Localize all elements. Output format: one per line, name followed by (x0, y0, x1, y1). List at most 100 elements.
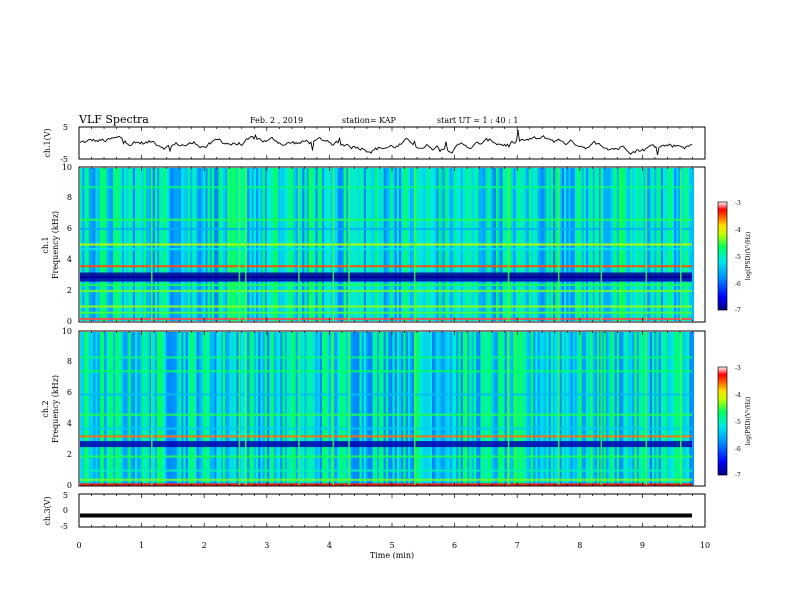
ch1-freq-tick: 2 (67, 286, 72, 295)
spectrogram-column (291, 332, 294, 485)
spectrogram-column (352, 332, 356, 485)
spectrogram-column (271, 332, 274, 485)
spectrogram-column (264, 332, 268, 485)
frequency-band (80, 218, 692, 221)
spectrogram-column (605, 332, 609, 485)
spectrogram-column (346, 332, 349, 485)
spectrogram-column (214, 332, 217, 485)
spectrogram-column (671, 332, 675, 485)
ch1-colorbar-tick: -5 (735, 254, 741, 261)
spectrogram-column (401, 332, 404, 485)
spectrogram-column (423, 332, 426, 485)
spectrogram-column (172, 332, 175, 485)
frequency-band (80, 289, 692, 293)
frequency-band (80, 370, 692, 373)
frequency-band (80, 356, 692, 359)
spectrogram-column (566, 332, 569, 485)
spectrogram-column (542, 332, 545, 485)
spectrogram-column (467, 332, 470, 485)
broadband-spike (507, 168, 510, 321)
spectrogram-column (647, 332, 651, 485)
ch2-colorbar-label: log(PSD)(V²/Hz) (745, 397, 752, 446)
spectrogram-column (194, 332, 197, 485)
spectrogram-column (680, 332, 684, 485)
spectrogram-column (306, 332, 310, 485)
spectrogram-column (641, 332, 644, 485)
spectrogram-column (403, 332, 406, 485)
frequency-band (80, 186, 692, 189)
ch1-colorbar-label: log(PSD)(V²/Hz) (745, 232, 752, 281)
spectrogram-column (115, 332, 118, 485)
spectrogram-column (676, 332, 679, 485)
broadband-spike (413, 168, 416, 321)
ch1-waveform-panel: 5 -5 ch.1(V) (43, 123, 706, 164)
spectrogram-column (93, 332, 96, 485)
start-time-label: start UT = 1 : 40 : 1 (437, 116, 518, 125)
broadband-spike (348, 332, 350, 485)
spectrogram-column (388, 332, 391, 485)
spectrogram-column (300, 332, 303, 485)
spectrogram-column (407, 332, 411, 485)
spectrogram-column (260, 332, 263, 485)
frequency-band (80, 311, 692, 314)
frequency-band (80, 469, 692, 472)
spectrogram-column (183, 332, 186, 485)
spectrogram-column (539, 332, 543, 485)
frequency-band (80, 483, 692, 486)
spectrogram-column (159, 332, 162, 485)
spectrogram-column (544, 332, 547, 485)
spectrogram-column (218, 332, 222, 485)
time-tick-label: 7 (515, 541, 520, 550)
spectrogram-column (634, 332, 637, 485)
spectrogram-column (330, 332, 334, 485)
spectrogram-column (674, 332, 677, 485)
spectrogram-column (181, 332, 184, 485)
spectrogram-column (293, 332, 296, 485)
spectrogram-column (381, 332, 384, 485)
spectrogram-column (447, 332, 450, 485)
ch2-colorbar-tick: -5 (735, 419, 741, 426)
broadband-spike (244, 168, 247, 321)
spectrogram-column (517, 332, 521, 485)
time-ticks (78, 127, 706, 527)
ch1-colorbar-tick: -7 (735, 307, 741, 314)
spectrogram-column (561, 332, 565, 485)
spectrogram-column (610, 332, 613, 485)
spectrogram-column (682, 332, 686, 485)
spectrogram-column (654, 332, 657, 485)
spectrogram-column (205, 332, 208, 485)
spectrogram-column (550, 332, 554, 485)
spectrogram-column (476, 332, 479, 485)
ch2-freq-tick: 10 (62, 327, 72, 336)
spectrogram-column (427, 332, 431, 485)
spectrogram-column (117, 332, 120, 485)
spectrogram-column (394, 332, 398, 485)
broadband-spike (413, 332, 416, 485)
frequency-band (80, 265, 692, 268)
spectrogram-column (553, 332, 556, 485)
ch2-frequency-axis-label: Frequency (kHz) (51, 375, 60, 443)
spectrogram-column (691, 332, 695, 485)
spectrogram-column (504, 332, 508, 485)
spectrogram-column (359, 332, 362, 485)
spectrogram-column (445, 332, 448, 485)
spectrogram-column (667, 332, 670, 485)
spectrogram-column (179, 332, 182, 485)
spectrogram-column (627, 332, 631, 485)
ch1-colorbar-scale (717, 201, 728, 311)
ch2-colorbar-tick: -4 (735, 392, 741, 399)
spectrogram-column (174, 332, 178, 485)
spectrogram-column (599, 332, 602, 485)
ch1-freq-tick: 8 (67, 193, 72, 202)
spectrogram-column (440, 332, 444, 485)
frequency-band (80, 243, 692, 246)
time-tick-label: 3 (264, 541, 269, 550)
frequency-band (80, 441, 692, 448)
spectrogram-column (185, 332, 189, 485)
ch2-freq-tick: 4 (67, 419, 72, 428)
broadband-spike (348, 168, 350, 321)
spectrogram-column (535, 332, 538, 485)
spectrogram-column (586, 332, 589, 485)
time-tick-label: 4 (327, 541, 332, 550)
ch2-spectrogram-image (80, 332, 695, 486)
